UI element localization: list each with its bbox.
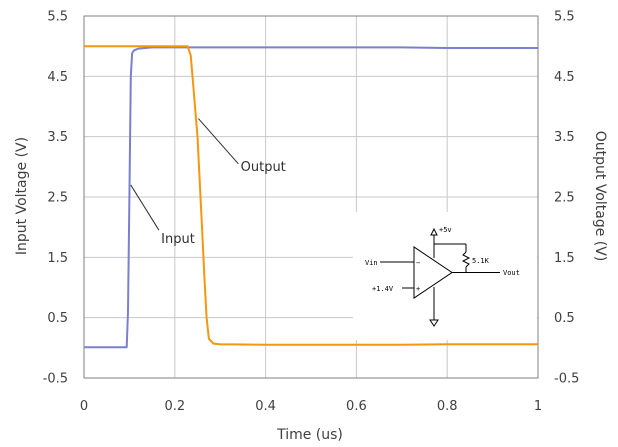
x-tick-label-1: 0.2 (164, 399, 185, 414)
right-y-tick-label-2: 1.5 (554, 251, 575, 266)
x-axis-title: Time (us) (276, 427, 343, 443)
x-tick-label-5: 1 (534, 399, 542, 414)
ground-icon (429, 319, 439, 327)
left-y-tick-label-3: 2.5 (47, 191, 68, 206)
vout-label: Vout (503, 269, 520, 277)
resistor-label: 5.1K (472, 257, 490, 265)
output-series-line (84, 45, 538, 346)
input-leader-line (130, 184, 160, 231)
output-leader-line (198, 118, 239, 165)
left-y-tick-label-2: 1.5 (47, 251, 68, 266)
left-y-tick-label-4: 3.5 (47, 130, 68, 145)
opamp-symbol (413, 246, 453, 299)
right-y-tick-label-4: 3.5 (554, 130, 575, 145)
x-tick-label-3: 0.6 (346, 399, 367, 414)
right-y-tick-label-1: 0.5 (554, 311, 575, 326)
left-y-tick-label-1: 0.5 (47, 311, 68, 326)
minus-input-sign: − (416, 259, 420, 267)
input-series-line (84, 46, 538, 349)
right-y-tick-label-6: 5.5 (554, 10, 575, 25)
annotation-layer: Output Input (130, 118, 286, 247)
vin-label: Vin (365, 259, 378, 267)
tick-labels: 0 0.2 0.4 0.6 0.8 1 -0.5 -0.5 0.5 0.5 1.5 1.5 2.5 2.5… (43, 10, 580, 415)
left-y-tick-label-0: -0.5 (43, 372, 68, 387)
x-tick-label-2: 0.4 (255, 399, 276, 414)
x-tick-label-0: 0 (80, 399, 88, 414)
right-y-tick-label-3: 2.5 (554, 191, 575, 206)
opamp-schematic: +5v 5.1K Vin +1.4V Vout − + (353, 212, 537, 340)
series-layer (84, 45, 538, 349)
left-y-tick-label-6: 5.5 (47, 10, 68, 25)
right-y-axis-title: Output Voltage (V) (592, 131, 608, 262)
right-y-tick-label-0: -0.5 (554, 372, 579, 387)
supply-arrow-icon (430, 227, 438, 236)
resistor-symbol (461, 251, 471, 268)
plus-input-sign: + (416, 285, 420, 293)
left-y-axis-title: Input Voltage (V) (14, 137, 30, 255)
plot-border (83, 15, 539, 379)
output-annotation: Output (241, 160, 286, 175)
reference-label: +1.4V (372, 285, 394, 293)
plot-frame (83, 15, 539, 379)
left-y-tick-label-5: 4.5 (47, 70, 68, 85)
input-annotation: Input (161, 232, 195, 247)
x-tick-label-4: 0.8 (437, 399, 458, 414)
supply-label: +5v (439, 226, 452, 234)
right-y-tick-label-5: 4.5 (554, 70, 575, 85)
